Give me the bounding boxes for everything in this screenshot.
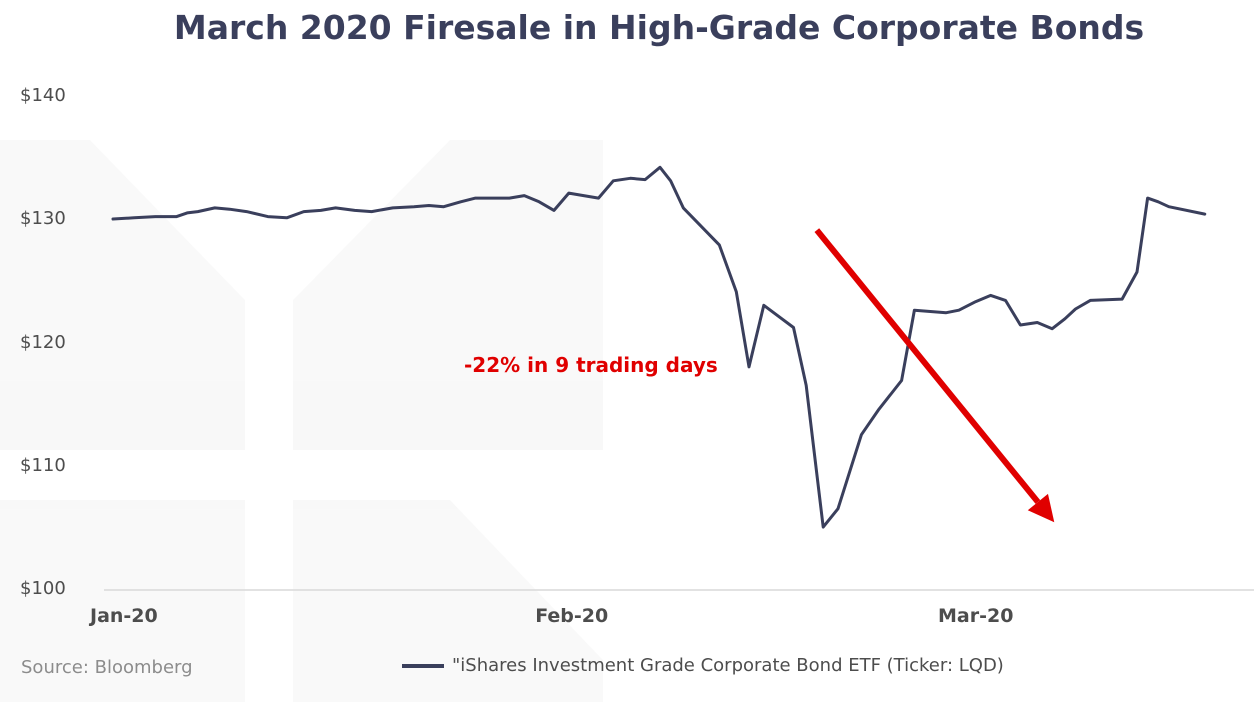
series-line <box>111 165 1207 529</box>
legend: "iShares Investment Grade Corporate Bond… <box>402 655 1004 676</box>
y-tick-label: $110 <box>20 454 66 476</box>
annotation-arrow <box>814 228 1055 523</box>
legend-label: "iShares Investment Grade Corporate Bond… <box>452 655 1004 676</box>
x-tick-label: Mar-20 <box>938 605 1014 627</box>
y-tick-label: $130 <box>20 208 66 230</box>
x-tick-label: Jan-20 <box>90 605 158 627</box>
x-tick-label: Feb-20 <box>535 605 609 627</box>
legend-swatch <box>402 663 444 668</box>
chart-title: March 2020 Firesale in High-Grade Corpor… <box>173 8 1145 47</box>
y-tick-label: $100 <box>20 578 66 599</box>
source-note: Source: Bloomberg <box>21 657 193 678</box>
y-tick-label: $120 <box>20 331 66 353</box>
annotation-label: -22% in 9 trading days <box>464 353 718 377</box>
y-tick-label: $140 <box>20 85 66 106</box>
